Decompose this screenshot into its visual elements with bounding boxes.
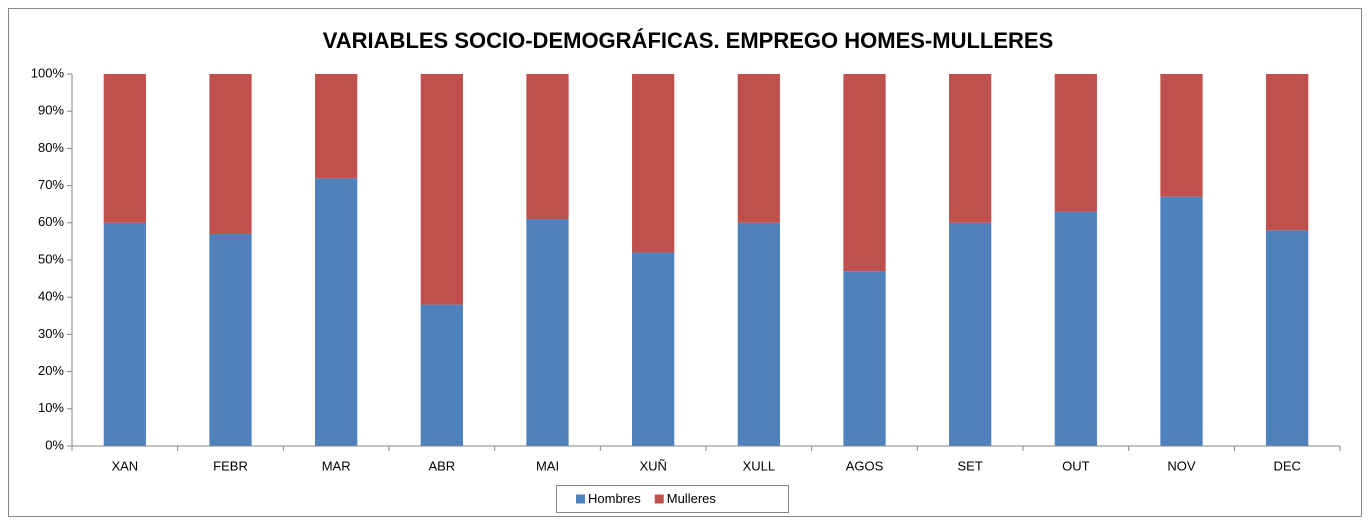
x-tick-label: XULL xyxy=(743,458,776,473)
bar-segment xyxy=(949,222,992,446)
bar-segment xyxy=(420,74,463,305)
bar-segment xyxy=(103,74,146,223)
y-tick-label: 70% xyxy=(38,177,64,192)
y-tick-label: 80% xyxy=(38,140,64,155)
x-tick-label: MAI xyxy=(536,458,559,473)
x-tick-label: MAR xyxy=(322,458,351,473)
x-tick-label: XAN xyxy=(111,458,138,473)
legend-label: Hombres xyxy=(588,491,641,506)
y-tick-label: 40% xyxy=(38,289,64,304)
y-tick-label: 10% xyxy=(38,400,64,415)
x-tick-label: XUÑ xyxy=(639,458,666,473)
y-tick-label: 20% xyxy=(38,363,64,378)
bar-segment xyxy=(103,222,146,446)
bar-segment xyxy=(737,222,780,446)
bar-segment xyxy=(1160,74,1203,197)
bar-segment xyxy=(1160,196,1203,446)
x-tick-label: ABR xyxy=(428,458,455,473)
y-tick-label: 90% xyxy=(38,103,64,118)
x-tick-label: OUT xyxy=(1062,458,1090,473)
legend-box xyxy=(556,485,789,513)
bar-segment xyxy=(1054,74,1097,212)
y-tick-label: 60% xyxy=(38,214,64,229)
legend-swatch xyxy=(576,494,585,504)
bar-segment xyxy=(1266,74,1309,231)
bar-segment xyxy=(526,74,569,220)
y-tick-label: 50% xyxy=(38,251,64,266)
bar-segment xyxy=(209,233,252,446)
bar-segment xyxy=(420,304,463,446)
bar-segment xyxy=(737,74,780,223)
x-tick-label: AGOS xyxy=(846,458,884,473)
bar-segment xyxy=(949,74,992,223)
bar-segment xyxy=(315,178,358,446)
x-tick-label: DEC xyxy=(1273,458,1300,473)
chart-title: VARIABLES SOCIO-DEMOGRÁFICAS. EMPREGO HO… xyxy=(323,28,1054,53)
bar-segment xyxy=(1054,211,1097,446)
bar-segment xyxy=(843,271,886,446)
bar-segment xyxy=(209,74,252,234)
y-tick-label: 0% xyxy=(45,437,64,452)
bar-segment xyxy=(526,219,569,446)
bar-segment xyxy=(632,74,675,253)
x-tick-label: SET xyxy=(958,458,983,473)
x-tick-label: FEBR xyxy=(213,458,248,473)
y-tick-label: 30% xyxy=(38,326,64,341)
bar-segment xyxy=(315,74,358,179)
bar-segment xyxy=(1266,230,1309,446)
bar-segment xyxy=(843,74,886,272)
bar-segment xyxy=(632,252,675,446)
legend-swatch xyxy=(654,494,664,504)
y-tick-label: 100% xyxy=(31,65,65,80)
legend-label: Mulleres xyxy=(667,491,717,506)
x-tick-label: NOV xyxy=(1167,458,1196,473)
